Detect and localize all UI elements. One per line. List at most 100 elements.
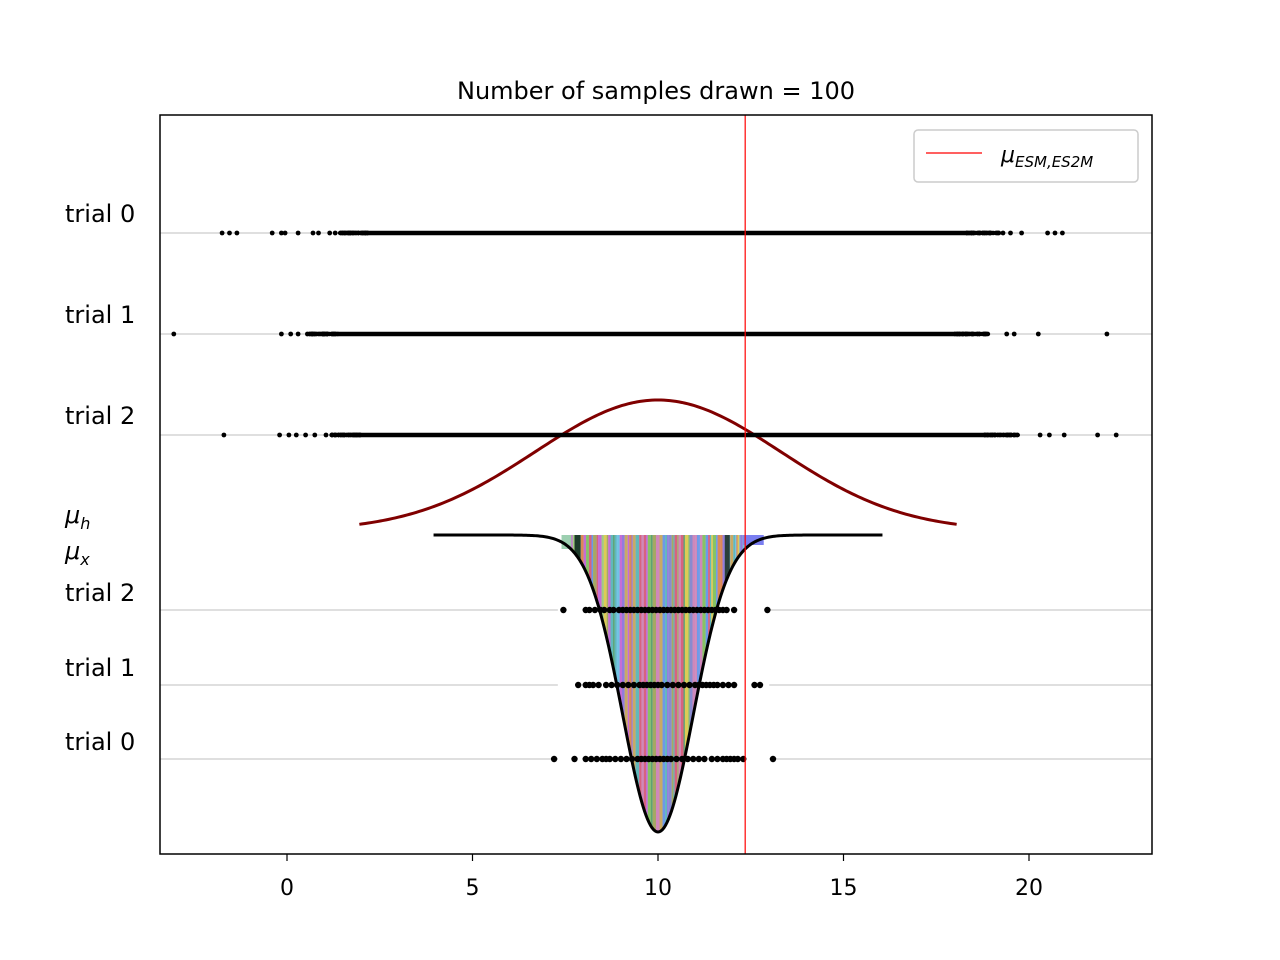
sample-point — [658, 681, 665, 689]
sample-point — [332, 432, 338, 438]
sample-point — [279, 230, 284, 236]
sample-point — [279, 331, 284, 337]
sample-point — [719, 681, 727, 689]
sample-point — [1004, 432, 1010, 438]
sample-point — [357, 432, 362, 438]
y-axis-label: trial 2 — [65, 402, 135, 430]
x-tick-label: 5 — [466, 876, 480, 901]
sample-point — [595, 681, 602, 689]
plot-frame — [159, 114, 1153, 855]
sample-point — [333, 331, 338, 337]
sample-point — [1011, 331, 1017, 337]
sample-point — [734, 755, 741, 763]
sample-point — [960, 331, 965, 337]
sample-point — [723, 606, 730, 614]
sample-point — [686, 681, 693, 689]
sample-point — [1060, 230, 1065, 236]
mu-h-curve — [359, 398, 957, 526]
sample-point — [606, 755, 613, 763]
sample-point — [330, 331, 335, 337]
sample-point — [269, 230, 275, 236]
y-axis-label: trial 0 — [65, 728, 135, 756]
sample-point — [680, 681, 688, 689]
sample-point — [171, 331, 177, 337]
sample-point — [1000, 230, 1006, 236]
sample-point — [614, 681, 621, 689]
sample-point — [982, 230, 988, 236]
x-tick-label: 20 — [1015, 876, 1043, 901]
sample-point — [625, 681, 632, 689]
sample-point — [612, 755, 619, 763]
sample-point — [312, 331, 318, 337]
sample-point — [589, 681, 597, 689]
sample-point — [321, 331, 327, 337]
x-tick-label: 0 — [280, 876, 294, 901]
shaded-edge — [743, 535, 764, 545]
legend-box — [913, 129, 1139, 183]
sample-point — [571, 755, 578, 763]
sample-point — [288, 331, 294, 337]
sample-point — [347, 230, 353, 236]
sample-point — [617, 755, 625, 763]
sample-point — [725, 681, 732, 689]
sample-point — [690, 755, 697, 763]
sample-point — [992, 432, 997, 438]
y-axis-label-subscript: x — [79, 550, 90, 569]
sample-point — [586, 606, 593, 614]
sample-point — [1052, 230, 1058, 236]
sample-point — [695, 755, 702, 763]
distribution-curves — [359, 398, 957, 834]
sample-point — [342, 432, 347, 438]
sample-point — [582, 755, 589, 763]
sample-point — [669, 681, 676, 689]
sample-point — [550, 755, 558, 763]
sample-point — [221, 432, 227, 438]
sample-point — [675, 681, 682, 689]
sample-points — [171, 230, 1119, 763]
y-axis-label: trial 2 — [65, 579, 135, 607]
sample-point — [1061, 432, 1067, 438]
sample-point — [764, 606, 771, 614]
sample-point — [714, 755, 721, 763]
sample-point — [623, 755, 630, 763]
sample-point — [295, 331, 301, 337]
sample-point — [332, 230, 338, 236]
sample-point — [982, 432, 987, 438]
sample-point — [601, 606, 608, 614]
x-axis-ticks: 0 5 10 15 20 — [280, 854, 1043, 901]
sample-point — [323, 432, 329, 438]
sample-point — [354, 432, 359, 438]
sample-point — [976, 331, 982, 337]
y-axis-label: trial 0 — [65, 200, 135, 228]
sample-point — [714, 681, 721, 689]
sample-point — [1004, 331, 1010, 337]
sample-point — [346, 432, 351, 438]
sample-point — [303, 432, 308, 438]
sample-point — [325, 331, 330, 337]
sample-point — [602, 681, 610, 689]
sample-point — [730, 681, 738, 689]
shaded-edge — [561, 535, 571, 549]
sample-point — [295, 230, 301, 236]
chart-title: Number of samples drawn = 100 — [457, 77, 855, 105]
legend: μESM,ES2M — [913, 129, 1139, 183]
sample-point — [1047, 432, 1052, 438]
sample-point — [1019, 230, 1024, 236]
sample-point — [964, 230, 970, 236]
sample-point — [969, 230, 974, 236]
mu-x-curve — [433, 533, 883, 834]
sample-point — [982, 331, 987, 337]
sample-point — [628, 755, 636, 763]
sample-point — [610, 606, 617, 614]
sample-point — [1011, 432, 1017, 438]
sample-point — [1008, 230, 1013, 236]
sample-point — [751, 681, 758, 689]
sample-point — [684, 755, 691, 763]
sample-point — [588, 755, 595, 763]
sample-point — [1095, 432, 1100, 438]
sample-point — [1035, 331, 1041, 337]
sample-point — [219, 230, 225, 236]
sample-point — [701, 755, 708, 763]
y-axis-label: trial 1 — [65, 301, 135, 329]
